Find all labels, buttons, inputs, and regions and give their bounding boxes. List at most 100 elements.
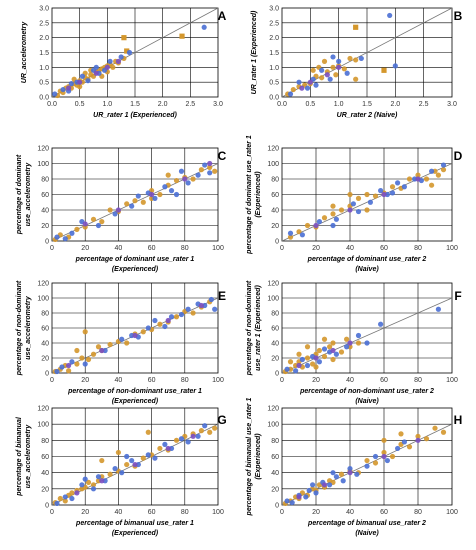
y-tick-label: 0	[45, 503, 49, 510]
data-point-purple	[104, 64, 110, 70]
x-tick-label: 0.5	[305, 101, 315, 108]
data-point-orange	[140, 199, 146, 205]
data-point-blue	[327, 76, 333, 82]
y-axis-label: use_accelerometry	[25, 424, 32, 489]
data-point-orange	[190, 310, 196, 316]
y-tick-label: 0	[45, 371, 49, 378]
data-point-blue	[126, 49, 133, 56]
y-tick-label: 1.0	[269, 65, 279, 72]
x-tick-label: 20	[81, 509, 89, 516]
y-tick-label: 100	[37, 296, 49, 303]
panel-letter: F	[454, 289, 461, 303]
x-tick-label: 80	[414, 245, 422, 252]
y-tick-label: 100	[267, 422, 279, 429]
data-point-blue	[364, 463, 370, 469]
data-point-purple	[207, 160, 213, 167]
data-point-orange	[389, 453, 396, 460]
data-point-orange	[157, 321, 163, 327]
data-point-orange	[372, 460, 379, 466]
data-point-orange	[406, 176, 413, 182]
data-point-orange	[74, 347, 80, 354]
data-point-blue	[54, 500, 60, 506]
x-axis-label: percentage of bimanual use_rater 2	[307, 520, 426, 527]
data-point-blue	[333, 474, 339, 480]
y-axis-label: percentage of bimanual use_rater 1	[246, 397, 253, 516]
x-tick-label: 80	[414, 509, 422, 516]
data-point-purple	[330, 347, 336, 354]
data-point-blue	[330, 222, 336, 229]
data-point-orange	[99, 219, 105, 225]
panel-letter: A	[218, 9, 227, 23]
data-point-purple	[182, 176, 188, 182]
panel-letter: H	[454, 413, 463, 427]
data-point-blue	[202, 423, 208, 429]
data-point-orange	[145, 429, 151, 435]
data-point-blue	[129, 457, 135, 464]
y-tick-label: 80	[271, 311, 279, 318]
data-point-blue	[310, 482, 316, 488]
data-point-blue	[330, 470, 336, 476]
data-point-orange	[110, 64, 116, 70]
data-point-blue	[340, 478, 346, 484]
data-point-orange	[330, 211, 336, 217]
x-tick-label: 20	[312, 377, 320, 384]
x-tick-label: 60	[148, 509, 156, 516]
panel-letter: E	[218, 289, 226, 303]
data-point-orange	[372, 193, 379, 199]
data-point-orange	[74, 226, 80, 232]
data-point-orange	[347, 55, 353, 62]
x-tick-label: 2.0	[158, 101, 168, 108]
y-tick-label: 120	[267, 406, 279, 413]
panel-f: 0 20 40 60 80 100 0 20 40 60 80 100 120 percentage of…	[246, 280, 462, 405]
data-point-blue	[392, 63, 398, 69]
panel-h: 0 20 40 60 80 100 0 20 40 60 80 100 120 percentage of…	[246, 397, 462, 537]
data-point-blue	[378, 321, 384, 327]
data-point-purple	[313, 222, 319, 229]
data-point-orange	[310, 361, 316, 367]
data-point-purple	[324, 72, 330, 78]
data-point-orange	[207, 164, 213, 170]
data-point-orange	[296, 229, 302, 235]
data-point-purple	[77, 79, 83, 85]
y-tick-label: 2.5	[39, 20, 49, 27]
data-point-blue	[387, 12, 393, 19]
data-point-orange	[82, 329, 88, 335]
y-tick-label: 0.0	[39, 95, 49, 102]
data-point-blue	[293, 368, 299, 374]
data-point-orange	[90, 482, 97, 488]
panel-d: 0 20 40 60 80 100 0 20 40 60 80 100 120 percentage of…	[246, 135, 463, 273]
x-tick-label: 80	[181, 377, 189, 384]
y-axis-label: (Experienced)	[255, 171, 262, 218]
data-point-orange	[157, 191, 163, 198]
data-point-orange	[440, 167, 447, 173]
x-tick-label: 100	[446, 245, 458, 252]
data-point-blue	[389, 190, 396, 196]
x-tick-label: 3.0	[213, 101, 223, 108]
data-point-blue	[313, 490, 319, 496]
data-point-orange	[207, 429, 213, 435]
panel-a: 0.0 0.5 1.0 1.5 2.0 2.5 3.0 0.0 0.5 1.0 1.5 2.0 2.5 3…	[21, 6, 227, 120]
data-point-blue	[152, 195, 158, 201]
data-point-blue	[112, 211, 118, 217]
data-point-purple	[415, 176, 421, 182]
data-point-blue	[185, 439, 191, 445]
data-point-orange	[406, 444, 413, 450]
data-point-orange	[140, 455, 146, 461]
data-point-blue	[95, 222, 102, 229]
data-point-orange	[69, 490, 75, 496]
x-tick-label: 40	[115, 377, 123, 384]
data-point-blue	[178, 168, 185, 174]
data-point-blue	[168, 314, 175, 320]
data-point-blue	[284, 366, 290, 372]
data-point-purple	[66, 362, 72, 369]
x-tick-label: 2.5	[185, 101, 195, 108]
y-tick-label: 0.5	[39, 80, 49, 87]
data-point-blue	[195, 433, 201, 439]
y-tick-label: 120	[37, 281, 49, 288]
y-tick-label: 0	[275, 371, 279, 378]
data-point-blue	[401, 184, 407, 190]
x-tick-label: 60	[380, 377, 388, 384]
x-tick-label: 100	[446, 377, 458, 384]
data-point-blue	[344, 70, 350, 76]
data-point-orange	[330, 203, 336, 209]
